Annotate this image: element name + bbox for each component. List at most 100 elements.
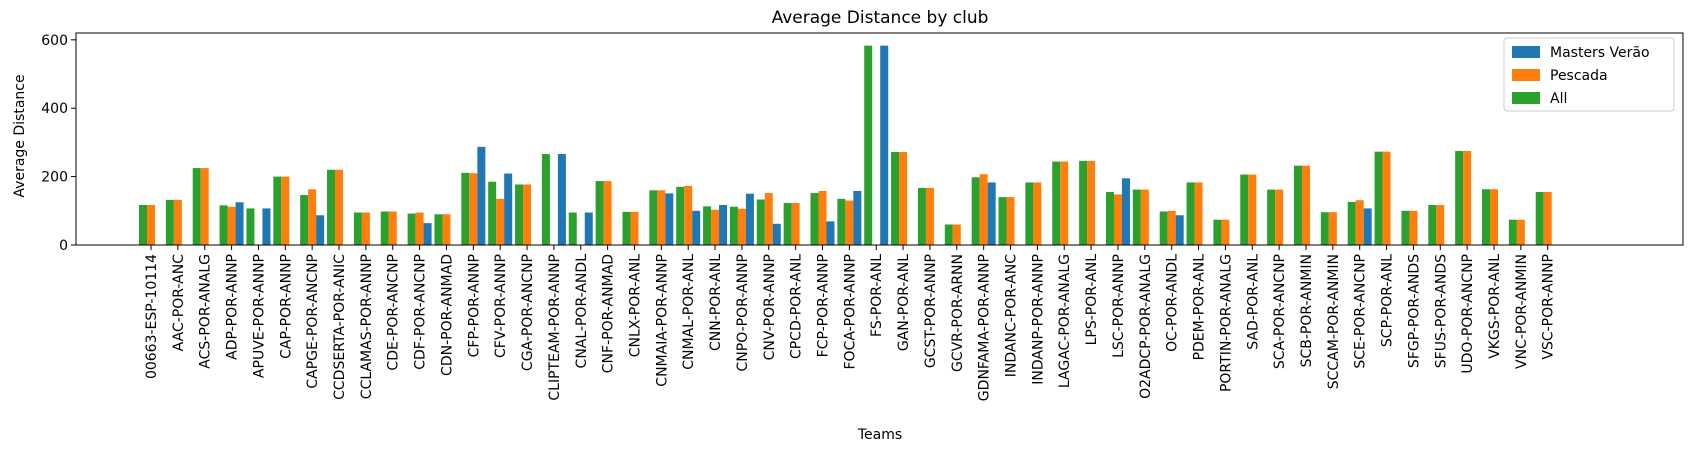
bar-all-adp-por-annp xyxy=(219,205,228,245)
chart-title: Average Distance by club xyxy=(772,8,989,28)
x-axis-label: Teams xyxy=(857,427,902,443)
bar-pescada-cfv-por-annp xyxy=(496,198,505,245)
bar-pescada-vnc-por-anmin xyxy=(1516,219,1525,245)
bar-all-sad-por-anl xyxy=(1240,174,1249,245)
x-tick-label: CFP-POR-ANNP xyxy=(466,254,482,357)
x-tick-label: CDF-POR-ANCNP xyxy=(413,254,429,370)
bar-pescada-gan-por-anl xyxy=(899,151,908,245)
bar-pescada-vsc-por-annp xyxy=(1543,192,1552,245)
x-tick-label: UDO-POR-ANCNP xyxy=(1460,254,1476,374)
bar-pescada-cde-por-ancnp xyxy=(388,211,397,245)
bar-masters-ver-o-cfv-por-annp xyxy=(504,173,513,245)
legend-label: Masters Verão xyxy=(1550,45,1650,61)
bar-pescada-lps-por-anl xyxy=(1087,160,1096,245)
bar-all-indanc-por-anc xyxy=(998,197,1007,245)
bar-all-gan-por-anl xyxy=(891,151,900,245)
bar-all-cnv-por-annp xyxy=(756,199,765,245)
x-tick-label: CNMAIA-POR-ANNP xyxy=(654,254,670,387)
bar-pescada-cdn-por-anmad xyxy=(442,214,451,245)
bar-all-vsc-por-annp xyxy=(1535,192,1544,245)
x-tick-label: INDANC-POR-ANC xyxy=(1004,254,1020,377)
bar-all-apuve-por-annp xyxy=(246,208,255,245)
x-tick-label: CLIPTEAM-POR-ANNP xyxy=(547,254,563,401)
bar-masters-ver-o-fs-por-anl xyxy=(880,45,889,246)
bar-pescada-cpcd-por-anl xyxy=(791,202,800,245)
bar-all-lsc-por-annp xyxy=(1105,192,1114,245)
x-tick-label: FOCA-POR-ANNP xyxy=(842,254,858,370)
x-tick-label: CPCD-POR-ANL xyxy=(789,254,805,359)
bar-pescada-adp-por-annp xyxy=(227,206,236,245)
bar-all-cclamas-por-annp xyxy=(353,212,362,245)
bar-all-scp-por-anl xyxy=(1374,151,1383,245)
bar-all-sfgp-por-ands xyxy=(1401,210,1410,245)
bar-all-sca-por-ancnp xyxy=(1267,189,1276,245)
x-axis: 00663-ESP-10114 AAC-POR-ANC ACS-POR-ANALG A… xyxy=(144,245,1557,401)
bar-all-capge-por-ancnp xyxy=(300,195,309,245)
x-tick-label: CNPO-POR-ANNP xyxy=(735,254,751,371)
bar-pescada-cclamas-por-annp xyxy=(361,212,370,245)
bar-pescada-sccam-por-anmin xyxy=(1328,212,1337,245)
x-tick-label: CNF-POR-ANMAD xyxy=(601,254,617,373)
x-tick-label: INDANP-POR-ANNP xyxy=(1030,254,1046,385)
bar-pescada-sca-por-ancnp xyxy=(1275,189,1284,245)
x-tick-label: CAPGE-POR-ANCNP xyxy=(305,254,321,389)
x-tick-label: GCST-POR-ANNP xyxy=(923,254,939,368)
bar-all-sfus-por-ands xyxy=(1428,204,1437,245)
x-tick-label: SCP-POR-ANL xyxy=(1380,254,1396,347)
bar-pescada-cfp-por-annp xyxy=(469,173,478,245)
x-tick-label: ACS-POR-ANALG xyxy=(198,254,214,369)
x-tick-label: CCDSERTA-POR-ANIC xyxy=(332,254,348,400)
bar-all-vkgs-por-anl xyxy=(1482,189,1490,245)
bar-all-cnmal-por-anl xyxy=(676,186,685,245)
bar-pescada-cnv-por-annp xyxy=(764,193,773,245)
bar-all-acs-por-analg xyxy=(192,168,201,245)
bar-pescada-sce-por-ancnp xyxy=(1355,200,1364,245)
bar-all-aac-por-anc xyxy=(165,199,174,245)
bar-pescada-sad-por-anl xyxy=(1248,174,1257,245)
bar-masters-ver-o-cnmal-por-anl xyxy=(692,210,701,245)
bar-masters-ver-o-cnn-por-anl xyxy=(719,204,728,245)
bar-pescada-ccdserta-por-anic xyxy=(335,169,344,245)
bar-pescada-cnlx-por-anl xyxy=(630,211,639,245)
bar-pescada-cdf-por-ancnp xyxy=(415,212,424,245)
bar-all-gcvr-por-arnn xyxy=(944,224,953,245)
bar-pescada-oc-por-andl xyxy=(1167,210,1176,245)
bar-all-scb-por-anmin xyxy=(1293,165,1302,245)
bar-pescada-vkgs-por-anl xyxy=(1490,189,1498,245)
legend-box xyxy=(1503,37,1675,112)
bar-masters-ver-o-adp-por-annp xyxy=(235,202,244,245)
bar-pescada-cga-por-ancnp xyxy=(523,184,532,245)
y-tick-label: 400 xyxy=(41,101,68,117)
plot-area-frame xyxy=(75,32,1684,246)
bar-all-foca-por-annp xyxy=(837,198,846,245)
x-tick-label: SCE-POR-ANCNP xyxy=(1353,254,1369,369)
bar-all-oc-por-andl xyxy=(1159,211,1168,245)
legend-swatch xyxy=(1512,69,1540,81)
bar-pescada-sfgp-por-ands xyxy=(1409,210,1418,245)
x-tick-label: CNN-POR-ANL xyxy=(708,254,724,351)
x-tick-label: FCP-POR-ANNP xyxy=(816,254,832,357)
bar-all-cde-por-ancnp xyxy=(380,211,389,245)
x-tick-label: PDEM-POR-ANL xyxy=(1192,254,1208,361)
bar-pescada-indanc-por-anc xyxy=(1006,197,1015,245)
x-tick-label: SCCAM-POR-ANMIN xyxy=(1326,254,1342,389)
bar-masters-ver-o-cfp-por-annp xyxy=(477,146,486,245)
bar-all-fs-por-anl xyxy=(864,45,873,246)
bar-all-lagac-por-analg xyxy=(1052,161,1061,245)
x-tick-label: OC-POR-ANDL xyxy=(1165,254,1181,352)
y-tick-label: 600 xyxy=(41,33,68,49)
bar-all-cnf-por-anmad xyxy=(595,181,604,245)
y-tick-label: 0 xyxy=(59,238,68,254)
bar-all-sccam-por-anmin xyxy=(1320,212,1329,245)
bar-all-sce-por-ancnp xyxy=(1347,201,1356,245)
bar-masters-ver-o-capge-por-ancnp xyxy=(316,215,325,245)
bar-all-gcst-por-annp xyxy=(917,187,926,245)
bar-all-cap-por-annp xyxy=(273,176,282,245)
bar-pescada-gcvr-por-arnn xyxy=(952,224,961,245)
x-tick-label: PORTIN-POR-ANALG xyxy=(1218,254,1234,392)
bar-all-cnn-por-anl xyxy=(703,206,712,245)
bar-pescada-cap-por-annp xyxy=(281,176,290,245)
bar-masters-ver-o-clipteam-por-annp xyxy=(557,154,566,245)
bar-pescada-cnf-por-anmad xyxy=(603,181,612,245)
